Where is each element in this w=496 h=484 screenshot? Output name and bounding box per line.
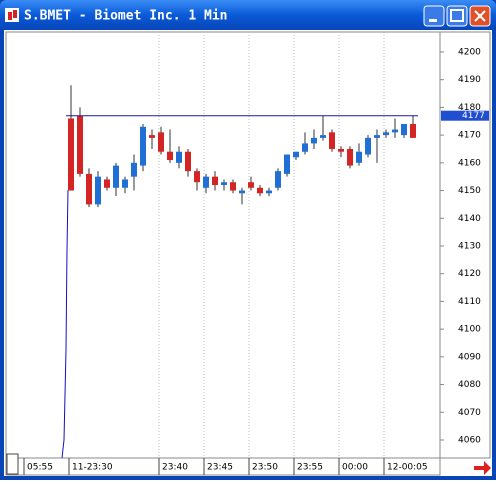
x-tick-label: 12-00:05 (387, 463, 428, 473)
x-tick-label: 11-23:30 (72, 463, 113, 473)
candle-body (176, 151, 182, 163)
candle-body (410, 124, 416, 138)
candle-body (365, 137, 371, 155)
candle-body (347, 148, 353, 166)
last-price-box (441, 110, 489, 121)
y-tick-label: 4190 (458, 75, 481, 85)
x-tick-label: 23:55 (297, 463, 323, 473)
minimize-button[interactable] (423, 5, 445, 27)
candle-body (122, 179, 128, 188)
y-tick-label: 4080 (458, 380, 481, 390)
candle-body (293, 151, 299, 158)
candle-body (392, 129, 398, 133)
y-tick-label: 4070 (458, 408, 481, 418)
maximize-button[interactable] (446, 5, 468, 27)
scroll-box[interactable] (6, 453, 19, 475)
candle-body (158, 132, 164, 152)
candle-body (230, 182, 236, 191)
price-axis (439, 31, 491, 459)
candle-body (320, 135, 326, 138)
candle-body (311, 137, 317, 144)
candle-body (302, 143, 308, 152)
plot-area (5, 31, 441, 459)
candle-body (68, 118, 74, 191)
candle-body (248, 182, 254, 188)
candle-body (356, 151, 362, 163)
last-price-label: 4177 (462, 111, 485, 121)
candle-body (104, 179, 110, 188)
candle-body (401, 124, 407, 136)
app-icon-part (8, 12, 12, 20)
x-tick-label: 23:40 (162, 463, 188, 473)
y-tick-label: 4100 (458, 325, 481, 335)
previous-session-line (61, 189, 69, 459)
x-tick-label: 00:00 (342, 463, 368, 473)
candle-body (113, 165, 119, 188)
candle-body (140, 126, 146, 166)
candle-body (203, 176, 209, 188)
y-tick-label: 4180 (458, 103, 481, 113)
y-tick-label: 4090 (458, 352, 481, 362)
candle-body (194, 171, 200, 183)
candle-body (338, 148, 344, 152)
candle-body (284, 154, 290, 174)
scroll-right-arrow[interactable] (474, 461, 491, 475)
candle-body (95, 176, 101, 205)
y-tick-label: 4130 (458, 241, 481, 251)
x-tick-label: 23:50 (252, 463, 278, 473)
close-button[interactable] (469, 5, 491, 27)
y-tick-label: 4170 (458, 131, 481, 141)
candle-body (266, 190, 272, 194)
candle-body (149, 135, 155, 138)
app-icon-part (13, 10, 17, 18)
y-tick-label: 4150 (458, 186, 481, 196)
y-tick-label: 4060 (458, 435, 481, 445)
candle-body (77, 115, 83, 174)
y-tick-label: 4200 (458, 47, 481, 57)
candle-body (131, 162, 137, 177)
candle-body (275, 171, 281, 188)
time-axis (5, 457, 441, 476)
y-tick-label: 4120 (458, 269, 481, 279)
candle-body (257, 187, 263, 194)
y-tick-label: 4160 (458, 158, 481, 168)
x-tick-label: 05:55 (27, 463, 53, 473)
candle-body (86, 173, 92, 205)
candle-body (221, 182, 227, 185)
candle-body (383, 132, 389, 136)
candle-body (212, 176, 218, 185)
candle-body (167, 151, 173, 161)
y-tick-label: 4110 (458, 297, 481, 307)
candle-body (239, 190, 245, 194)
x-tick-label: 23:45 (207, 463, 233, 473)
window-title: S.BMET - Biomet Inc. 1 Min (24, 9, 228, 24)
candle-body (374, 135, 380, 138)
candle-body (185, 151, 191, 172)
candle-body (329, 132, 335, 149)
title-bar (0, 0, 496, 30)
y-tick-label: 4140 (458, 214, 481, 224)
